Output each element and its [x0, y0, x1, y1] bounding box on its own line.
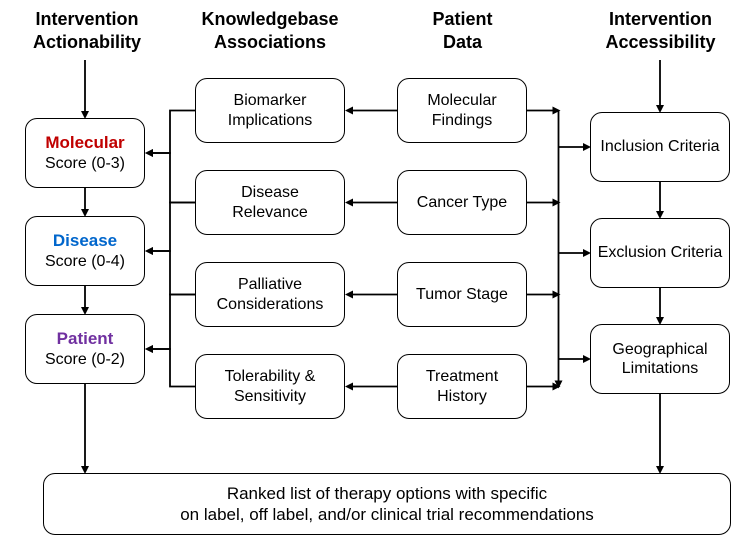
box-label: Treatment History [404, 367, 520, 405]
palliative-considerations-box: Palliative Considerations [195, 262, 345, 327]
header-knowledgebase: Knowledgebase Associations [180, 8, 360, 53]
treatment-history-box: Treatment History [397, 354, 527, 419]
box-label: Disease Relevance [202, 183, 338, 221]
biomarker-implications-box: Biomarker Implications [195, 78, 345, 143]
geographical-limitations-box: Geographical Limitations [590, 324, 730, 394]
ranked-list-text: Ranked list of therapy options with spec… [180, 483, 594, 526]
tolerability-sensitivity-box: Tolerability & Sensitivity [195, 354, 345, 419]
header-line2: Data [443, 32, 482, 52]
box-label: Cancer Type [404, 193, 520, 212]
box-label: Biomarker Implications [202, 91, 338, 129]
molecular-score-title: Molecular [30, 133, 140, 153]
patient-score-box: Patient Score (0-2) [25, 314, 145, 384]
box-label: Tumor Stage [404, 285, 520, 304]
molecular-findings-box: Molecular Findings [397, 78, 527, 143]
molecular-score-box: Molecular Score (0-3) [25, 118, 145, 188]
box-label: Geographical Limitations [597, 340, 723, 378]
header-line2: Associations [214, 32, 326, 52]
box-label: Palliative Considerations [202, 275, 338, 313]
inclusion-criteria-box: Inclusion Criteria [590, 112, 730, 182]
patient-score-range: Score (0-2) [30, 350, 140, 369]
ranked-list-box: Ranked list of therapy options with spec… [43, 473, 731, 535]
tumor-stage-box: Tumor Stage [397, 262, 527, 327]
header-line2: Actionability [33, 32, 141, 52]
disease-relevance-box: Disease Relevance [195, 170, 345, 235]
box-label: Molecular Findings [404, 91, 520, 129]
box-label: Tolerability & Sensitivity [202, 367, 338, 405]
molecular-score-range: Score (0-3) [30, 154, 140, 173]
header-line1: Intervention [35, 9, 138, 29]
header-actionability: Intervention Actionability [12, 8, 162, 53]
header-patient-data: Patient Data [395, 8, 530, 53]
patient-score-title: Patient [30, 329, 140, 349]
disease-score-title: Disease [30, 231, 140, 251]
header-line2: Accessibility [605, 32, 715, 52]
header-line1: Patient [432, 9, 492, 29]
disease-score-box: Disease Score (0-4) [25, 216, 145, 286]
cancer-type-box: Cancer Type [397, 170, 527, 235]
box-label: Exclusion Criteria [597, 243, 723, 262]
disease-score-range: Score (0-4) [30, 252, 140, 271]
exclusion-criteria-box: Exclusion Criteria [590, 218, 730, 288]
header-line1: Intervention [609, 9, 712, 29]
box-label: Inclusion Criteria [597, 137, 723, 156]
header-line1: Knowledgebase [201, 9, 338, 29]
header-accessibility: Intervention Accessibility [573, 8, 748, 53]
